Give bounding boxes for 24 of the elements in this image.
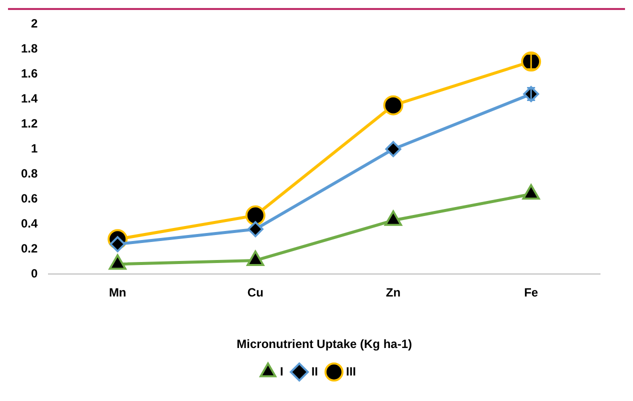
- point: [247, 221, 264, 238]
- x-tick-label: Fe: [524, 286, 538, 300]
- x-tick-label: Zn: [386, 286, 401, 300]
- y-tick-label: 0.2: [20, 241, 38, 256]
- point: [385, 141, 402, 158]
- y-tick-label: 0.6: [20, 191, 38, 206]
- legend-label: I: [280, 364, 284, 378]
- legend-label: II: [311, 364, 318, 378]
- x-tick-label: Cu: [247, 286, 264, 300]
- point: [523, 86, 540, 102]
- y-tick-label: 0.8: [20, 166, 38, 180]
- x-axis-title: Micronutrient Uptake (Kg ha-1): [236, 337, 412, 352]
- y-tick-label: 0.4: [20, 216, 38, 230]
- y-tick-label: 2: [30, 16, 38, 30]
- y-tick-label: 1: [30, 141, 38, 156]
- y-tick-label: 1.4: [20, 91, 38, 106]
- y-tick-label: 1.8: [20, 41, 38, 56]
- point: [245, 205, 266, 226]
- legend-label: III: [346, 364, 356, 378]
- y-tick-label: 1.6: [20, 66, 38, 80]
- y-tick-label: 1.2: [20, 116, 38, 130]
- y-tick-label: 0: [30, 266, 38, 281]
- point: [383, 95, 404, 116]
- x-tick-label: Mn: [108, 286, 126, 300]
